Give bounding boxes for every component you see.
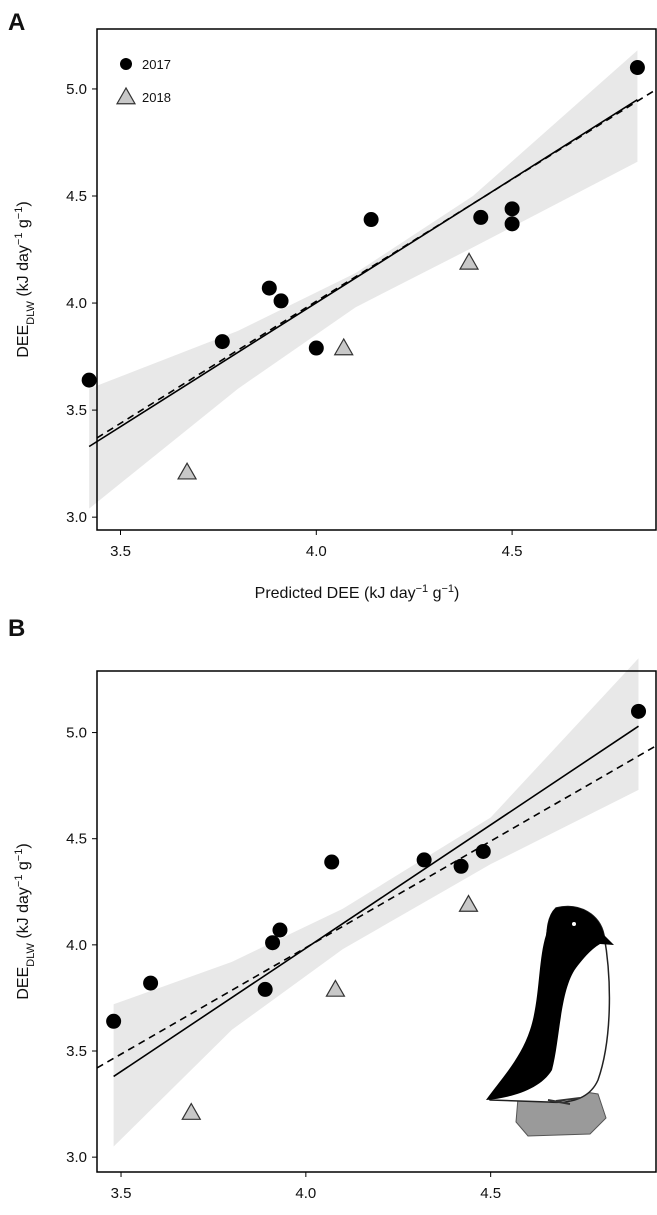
confidence-band <box>89 50 638 509</box>
point <box>416 852 432 868</box>
point <box>458 894 479 912</box>
fit-line <box>96 88 657 439</box>
y-axis-label-part: −1 <box>13 233 25 246</box>
panel: A 3.5 4.0 4.5 3.0 3.5 4.0 4.5 5.0 Predicted DEE (… <box>8 9 657 602</box>
point <box>324 854 340 870</box>
point <box>458 252 480 270</box>
x-tick-label: 4.5 <box>502 543 523 560</box>
y-tick-label: 4.0 <box>66 295 87 312</box>
y-axis-label-part: −1 <box>13 207 25 220</box>
plot-frame <box>96 28 657 531</box>
point <box>261 280 277 296</box>
y-axis-label-part: ) <box>15 201 32 206</box>
puffin-illustration <box>486 905 614 1137</box>
y-axis-label: DEEDLW (kJ day−1 g−1) <box>13 843 37 999</box>
point <box>177 461 198 480</box>
y-axis-label-part: DEE <box>15 967 32 1000</box>
legend-label: 2018 <box>142 90 171 105</box>
point <box>504 216 520 232</box>
y-tick-label: 3.0 <box>66 509 87 526</box>
point <box>181 1102 202 1120</box>
y-tick-label: 4.5 <box>66 831 87 848</box>
point <box>475 843 491 859</box>
x-axis-label-part: g <box>428 585 441 602</box>
plot-frame <box>96 670 657 1173</box>
point <box>81 372 97 388</box>
point <box>504 201 520 217</box>
legend-marker <box>115 86 137 105</box>
x-axis-label-part: ) <box>454 585 459 602</box>
x-axis-label-part: −1 <box>416 583 429 595</box>
y-tick-label: 4.5 <box>66 188 87 205</box>
point <box>273 293 289 309</box>
point <box>143 975 159 991</box>
point <box>333 337 354 356</box>
y-axis-label-part: −1 <box>13 875 25 888</box>
point <box>631 703 647 719</box>
y-tick-label: 3.5 <box>66 402 87 419</box>
y-tick-label: 3.0 <box>66 1149 87 1166</box>
x-tick-label: 4.0 <box>295 1185 316 1202</box>
point <box>308 340 324 356</box>
point <box>325 979 346 997</box>
y-axis-label-part: DLW <box>25 943 37 967</box>
point <box>453 858 469 874</box>
fit-line <box>113 725 639 1078</box>
x-tick-label: 3.5 <box>110 543 131 560</box>
point <box>272 922 288 938</box>
x-tick-label: 3.5 <box>111 1185 132 1202</box>
y-tick-label: 3.5 <box>66 1043 87 1060</box>
point <box>473 209 489 225</box>
point <box>363 212 379 228</box>
panel-label: B <box>8 615 25 642</box>
legend-marker <box>120 58 132 70</box>
y-tick-label: 4.0 <box>66 937 87 954</box>
x-axis-label-part: −1 <box>441 583 454 595</box>
point <box>629 60 645 76</box>
point <box>257 981 273 997</box>
panel-label: A <box>8 9 25 36</box>
y-axis-label-part: DEE <box>15 325 32 358</box>
confidence-band <box>113 658 639 1147</box>
y-axis-label-part: ) <box>15 843 32 848</box>
x-axis-label: Predicted DEE (kJ day−1 g−1) <box>255 583 460 602</box>
y-axis-label-part: g <box>15 219 32 232</box>
y-axis-label-part: g <box>15 861 32 874</box>
point <box>214 334 230 350</box>
y-axis-label-part: DLW <box>25 301 37 325</box>
y-axis-label-part: (kJ day <box>15 887 32 943</box>
y-axis-label: DEEDLW (kJ day−1 g−1) <box>13 201 37 357</box>
x-tick-label: 4.0 <box>306 543 327 560</box>
y-tick-label: 5.0 <box>66 81 87 98</box>
x-tick-label: 4.5 <box>480 1185 501 1202</box>
y-axis-label-part: −1 <box>13 849 25 862</box>
point <box>106 1013 122 1029</box>
y-tick-label: 5.0 <box>66 725 87 742</box>
point <box>265 935 281 951</box>
y-axis-label-part: (kJ day <box>15 245 32 301</box>
x-axis-label-part: Predicted DEE (kJ day <box>255 585 416 602</box>
legend-label: 2017 <box>142 57 171 72</box>
